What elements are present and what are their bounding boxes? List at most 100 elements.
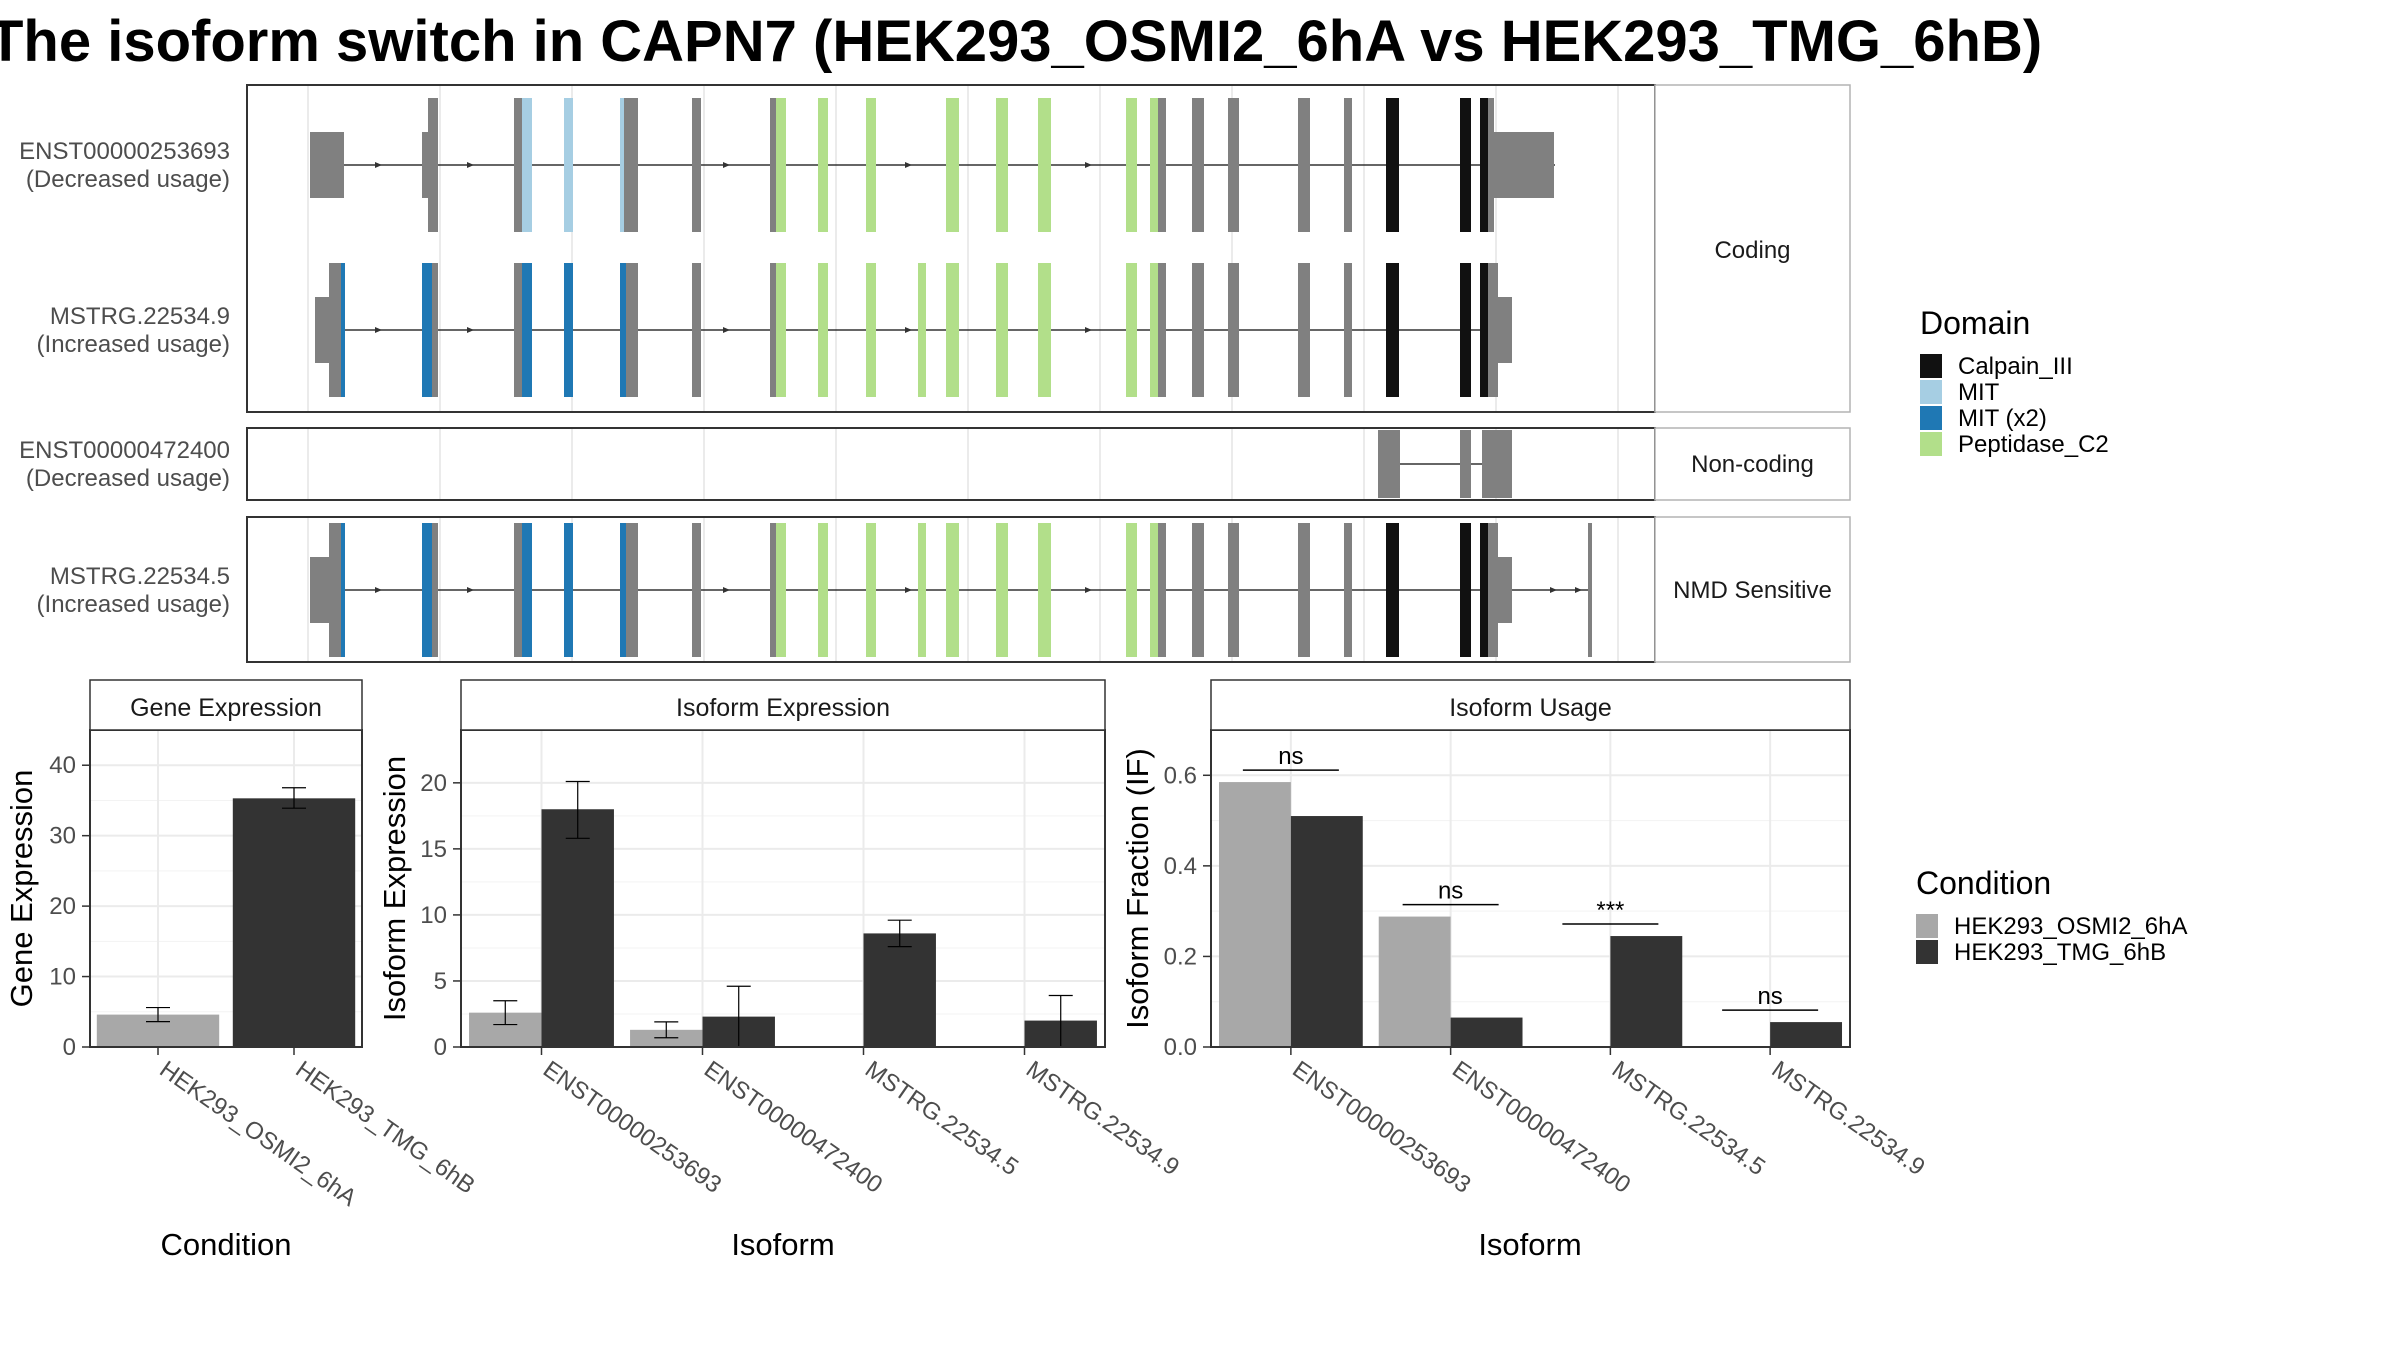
exon [422,263,432,397]
y-tick-label: 0 [63,1034,76,1061]
isoform-row: ENST00000253693(Decreased usage) [19,98,1555,232]
bar [232,798,356,1047]
exon [946,523,959,657]
exon [310,132,344,198]
exon [514,523,522,657]
direction-arrow [905,587,912,593]
y-tick-label: 0 [434,1034,447,1061]
bar [1290,816,1363,1047]
significance-label: ns [1757,983,1782,1010]
bar [1218,782,1291,1047]
exon [1192,98,1204,232]
exon [1386,263,1399,397]
exon [1494,132,1554,198]
isoform-usage-label: (Increased usage) [37,591,230,618]
condition-legend-label: HEK293_TMG_6hB [1954,939,2166,966]
direction-arrow [467,162,474,168]
panel-strip [460,679,1106,731]
exon [692,98,701,232]
exon [1460,430,1471,498]
exon [428,98,438,232]
bar-panel: Gene Expression010203040HEK293_OSMI2_6hA… [4,679,480,1262]
exon [626,523,638,657]
isoform-name: MSTRG.22534.5 [50,563,230,590]
direction-arrow [905,162,912,168]
exon [770,263,776,397]
exon [1150,523,1158,657]
domain-legend-swatch [1920,354,1942,378]
exon [692,263,701,397]
exon [522,523,532,657]
exon [1228,523,1239,657]
exon [1150,98,1158,232]
exon [310,557,329,623]
y-tick-label: 0.6 [1164,762,1197,789]
y-axis-label: Isoform Fraction (IF) [1120,748,1155,1029]
exon [1158,263,1166,397]
bar [1770,1022,1843,1047]
isoform-row: MSTRG.22534.5(Increased usage) [37,523,1592,657]
exon [1150,263,1158,397]
bar [1378,916,1451,1047]
exon [818,98,828,232]
isoform-row: MSTRG.22534.9(Increased usage) [37,263,1512,397]
exon [1126,523,1137,657]
exon [1498,557,1512,623]
condition-legend-title: Condition [1916,865,2051,901]
bar [863,933,936,1047]
exon [1482,430,1512,498]
x-axis-label: Condition [161,1227,292,1262]
y-tick-label: 20 [420,770,447,797]
exon [1488,98,1494,232]
isoform-usage-label: (Decreased usage) [26,166,230,193]
exon [776,263,786,397]
bar-panel: Isoform Expression 0 5 10 15 20 ENST0000025369… [377,679,1184,1262]
exon [422,132,430,198]
exon [996,523,1008,657]
exon [1460,98,1471,232]
direction-arrow [1550,587,1557,593]
exon [620,523,626,657]
y-tick-label: 5 [434,968,447,995]
bar-chart-panels: Gene Expression010203040HEK293_OSMI2_6hA… [4,679,1930,1262]
exon [1038,98,1051,232]
exon [341,263,345,397]
exon [918,523,926,657]
exon [1344,98,1352,232]
y-tick-label: 10 [49,964,76,991]
exon [692,523,701,657]
significance-label: *** [1596,897,1624,924]
bar [1610,936,1683,1047]
exon [514,98,522,232]
bar [541,809,614,1047]
y-tick-label: 0.2 [1164,943,1197,970]
exon [564,263,573,397]
exon [1126,98,1137,232]
x-axis-label: Isoform [731,1227,834,1262]
exon [1488,263,1498,397]
facet-strip [1654,84,1851,413]
exon [1378,430,1400,498]
exon [1298,523,1310,657]
facet-strip [1654,516,1851,663]
x-axis-label: Isoform [1478,1227,1581,1262]
exon [1386,523,1399,657]
domain-legend-label: Peptidase_C2 [1958,431,2109,458]
y-tick-label: 20 [49,893,76,920]
direction-arrow [1085,327,1092,333]
facet-strip [1654,427,1851,501]
exon [1344,523,1352,657]
exon [564,98,573,232]
exon [1498,297,1512,363]
significance-label: ns [1438,878,1463,905]
exon [866,523,876,657]
exon [1228,98,1239,232]
panel-strip [89,679,363,731]
exon [1480,523,1488,657]
isoform-name: ENST00000253693 [19,138,230,165]
direction-arrow [723,327,730,333]
